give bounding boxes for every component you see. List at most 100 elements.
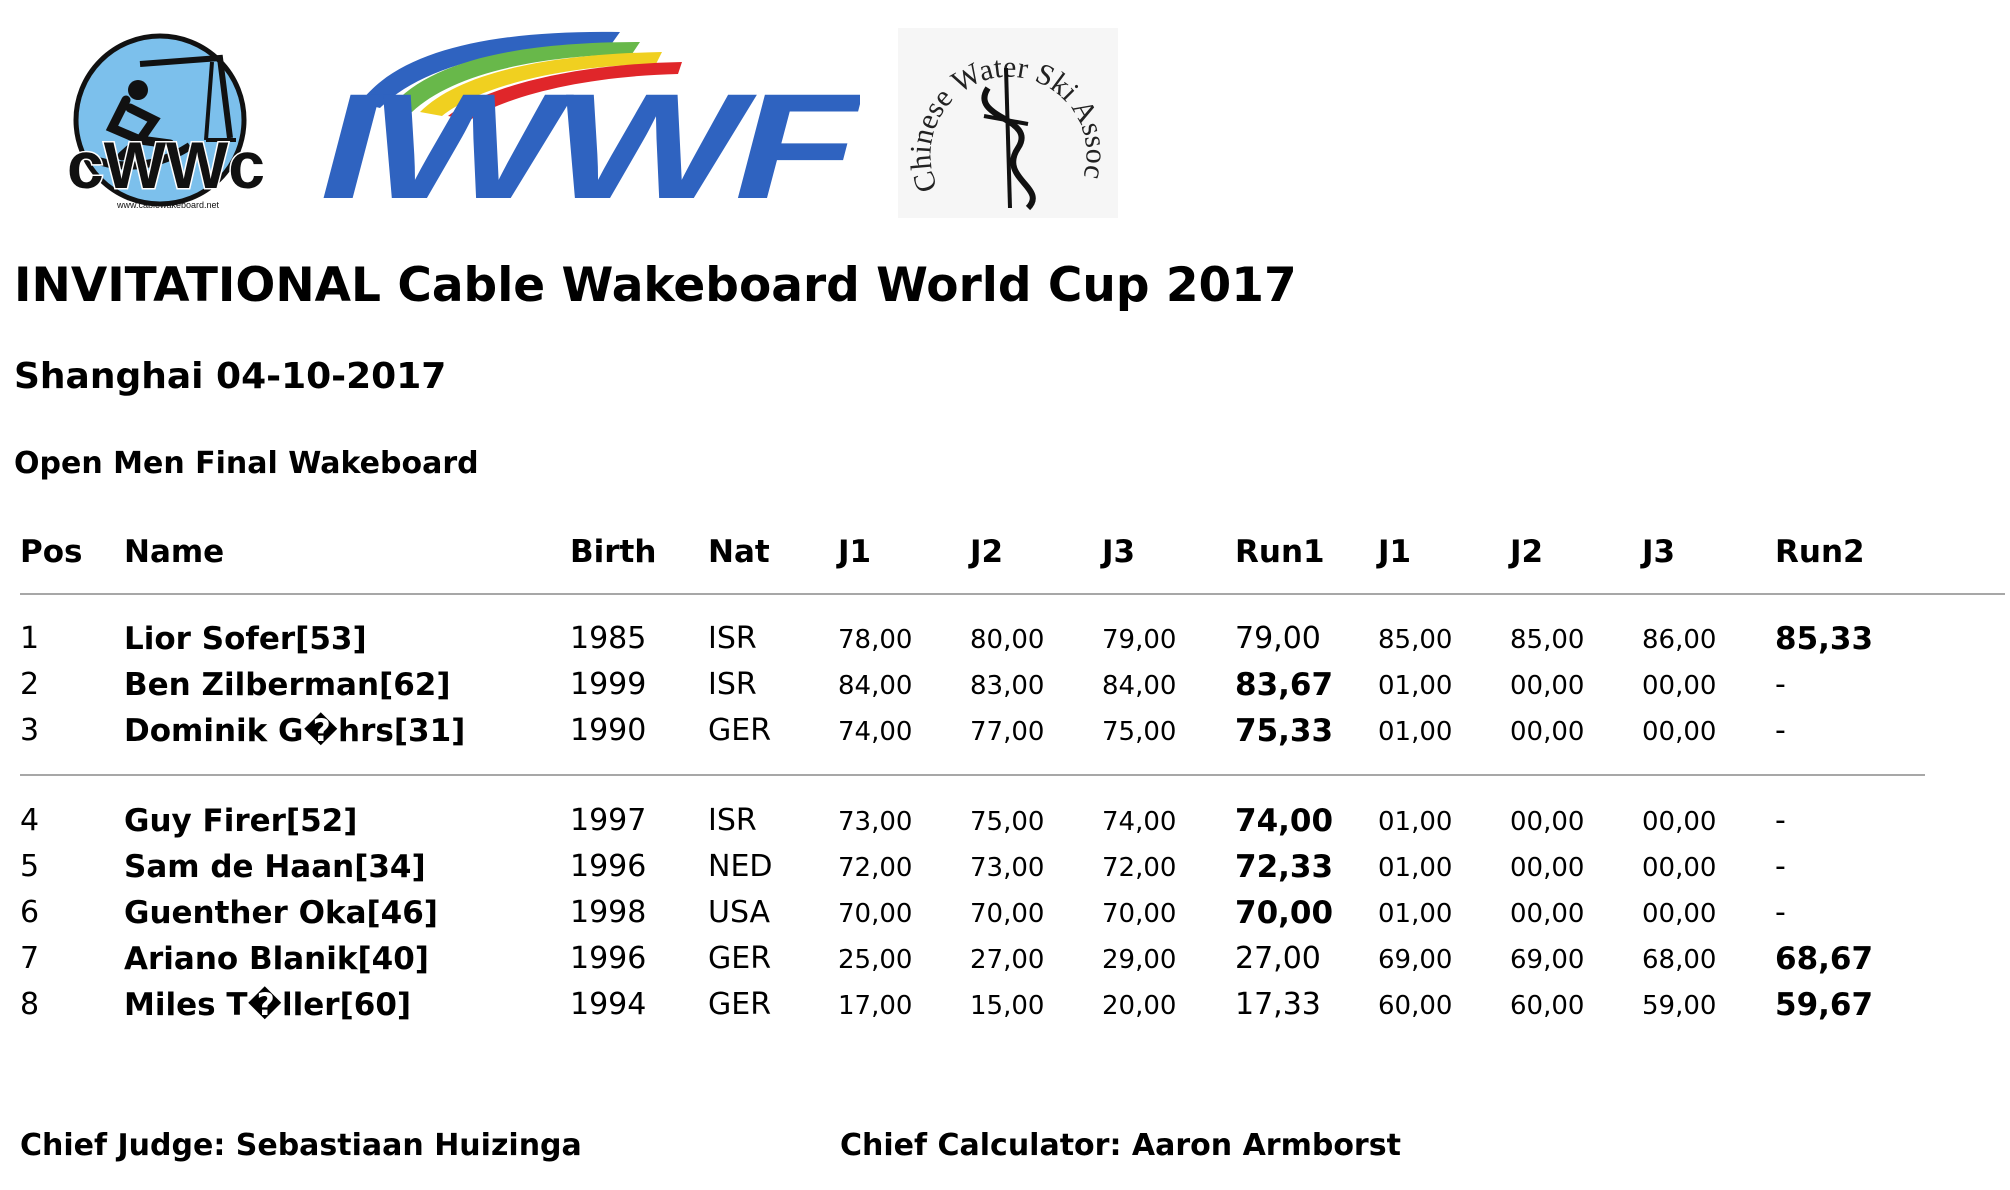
cell-j1b: 01,00 — [1378, 899, 1453, 929]
cell-birth: 1998 — [570, 895, 647, 930]
header-j3-run1: J3 — [1102, 534, 1136, 570]
cell-j3b: 86,00 — [1642, 625, 1717, 655]
cell-j3b: 00,00 — [1642, 853, 1717, 883]
header-divider — [20, 593, 2005, 595]
cell-run1: 72,33 — [1235, 849, 1334, 885]
cell-nat: USA — [708, 895, 771, 930]
cell-j3a: 72,00 — [1102, 853, 1177, 883]
cell-name: Lior Sofer[53] — [124, 621, 367, 657]
cell-j2a: 80,00 — [970, 625, 1045, 655]
cell-nat: ISR — [708, 667, 757, 702]
chief-judge: Chief Judge: Sebastiaan Huizinga — [20, 1128, 582, 1163]
header-pos: Pos — [20, 534, 83, 570]
cell-j3b: 00,00 — [1642, 671, 1717, 701]
header-run1: Run1 — [1235, 534, 1325, 570]
cell-j2a: 15,00 — [970, 991, 1045, 1021]
cell-nat: ISR — [708, 621, 757, 656]
cell-birth: 1990 — [570, 713, 647, 748]
cell-birth: 1996 — [570, 849, 647, 884]
cell-j3b: 00,00 — [1642, 807, 1717, 837]
cwwc-logo: cWWc www.cablewakeboard.net — [66, 33, 267, 210]
cell-pos: 5 — [20, 849, 40, 884]
svg-text:IWWF: IWWF — [320, 62, 860, 214]
cell-j1b: 69,00 — [1378, 945, 1453, 975]
cell-pos: 3 — [20, 713, 40, 748]
cell-j1a: 17,00 — [838, 991, 913, 1021]
cell-run1: 17,33 — [1235, 987, 1321, 1022]
cell-run1: 79,00 — [1235, 621, 1321, 656]
cell-name: Ariano Blanik[40] — [124, 941, 429, 977]
cell-j2a: 77,00 — [970, 717, 1045, 747]
cell-pos: 6 — [20, 895, 40, 930]
cell-name: Guy Firer[52] — [124, 803, 358, 839]
page-title: INVITATIONAL Cable Wakeboard World Cup 2… — [14, 258, 1297, 313]
cell-birth: 1999 — [570, 667, 647, 702]
cell-j2a: 70,00 — [970, 899, 1045, 929]
cell-name: Dominik G�hrs[31] — [124, 713, 466, 749]
header-j3-run2: J3 — [1642, 534, 1676, 570]
cell-run2: - — [1775, 895, 1786, 930]
header-j2-run1: J2 — [970, 534, 1004, 570]
cell-j2a: 83,00 — [970, 671, 1045, 701]
header-nat: Nat — [708, 534, 770, 570]
svg-text:cWWc: cWWc — [67, 128, 265, 202]
cell-run2: 59,67 — [1775, 987, 1874, 1023]
cell-run2: 68,67 — [1775, 941, 1874, 977]
header-j1-run1: J1 — [838, 534, 872, 570]
cell-j3b: 68,00 — [1642, 945, 1717, 975]
cell-birth: 1996 — [570, 941, 647, 976]
cell-j2b: 69,00 — [1510, 945, 1585, 975]
cell-j1a: 74,00 — [838, 717, 913, 747]
event-location-date: Shanghai 04-10-2017 — [14, 356, 447, 397]
header-j2-run2: J2 — [1510, 534, 1544, 570]
cell-j1b: 60,00 — [1378, 991, 1453, 1021]
cell-run1: 70,00 — [1235, 895, 1334, 931]
cell-run1: 75,33 — [1235, 713, 1334, 749]
cell-j2a: 73,00 — [970, 853, 1045, 883]
header-name: Name — [124, 534, 225, 570]
cell-j1b: 01,00 — [1378, 717, 1453, 747]
cell-name: Sam de Haan[34] — [124, 849, 426, 885]
cell-j1a: 73,00 — [838, 807, 913, 837]
cell-name: Miles T�ller[60] — [124, 987, 412, 1023]
cell-pos: 7 — [20, 941, 40, 976]
cell-j3a: 84,00 — [1102, 671, 1177, 701]
cell-j1a: 84,00 — [838, 671, 913, 701]
cell-birth: 1997 — [570, 803, 647, 838]
cell-birth: 1994 — [570, 987, 647, 1022]
iwwf-logo: IWWF — [320, 31, 860, 214]
cell-j2b: 85,00 — [1510, 625, 1585, 655]
cell-run1: 83,67 — [1235, 667, 1334, 703]
cell-j1b: 01,00 — [1378, 807, 1453, 837]
cell-j1b: 01,00 — [1378, 671, 1453, 701]
cell-j3b: 59,00 — [1642, 991, 1717, 1021]
cell-j3a: 75,00 — [1102, 717, 1177, 747]
cell-run2: - — [1775, 803, 1786, 838]
cell-j1a: 72,00 — [838, 853, 913, 883]
logo-strip: cWWc www.cablewakeboard.net IWWF Chinese… — [30, 28, 1130, 218]
header-j1-run2: J1 — [1378, 534, 1412, 570]
cell-j3b: 00,00 — [1642, 899, 1717, 929]
cell-j2b: 00,00 — [1510, 807, 1585, 837]
cell-run1: 27,00 — [1235, 941, 1321, 976]
podium-divider — [20, 774, 1925, 776]
cell-j1a: 25,00 — [838, 945, 913, 975]
cell-nat: NED — [708, 849, 773, 884]
cell-j2b: 60,00 — [1510, 991, 1585, 1021]
cell-nat: GER — [708, 987, 772, 1022]
cell-j2b: 00,00 — [1510, 899, 1585, 929]
cell-j2b: 00,00 — [1510, 717, 1585, 747]
cell-run2: - — [1775, 849, 1786, 884]
cell-pos: 4 — [20, 803, 40, 838]
cell-pos: 2 — [20, 667, 40, 702]
cell-pos: 1 — [20, 621, 40, 656]
cell-j3a: 70,00 — [1102, 899, 1177, 929]
cell-run2: - — [1775, 667, 1786, 702]
cell-j2a: 75,00 — [970, 807, 1045, 837]
cell-pos: 8 — [20, 987, 40, 1022]
cell-j3a: 29,00 — [1102, 945, 1177, 975]
cell-nat: GER — [708, 941, 772, 976]
cell-nat: ISR — [708, 803, 757, 838]
cell-run2: 85,33 — [1775, 621, 1874, 657]
header-birth: Birth — [570, 534, 657, 570]
